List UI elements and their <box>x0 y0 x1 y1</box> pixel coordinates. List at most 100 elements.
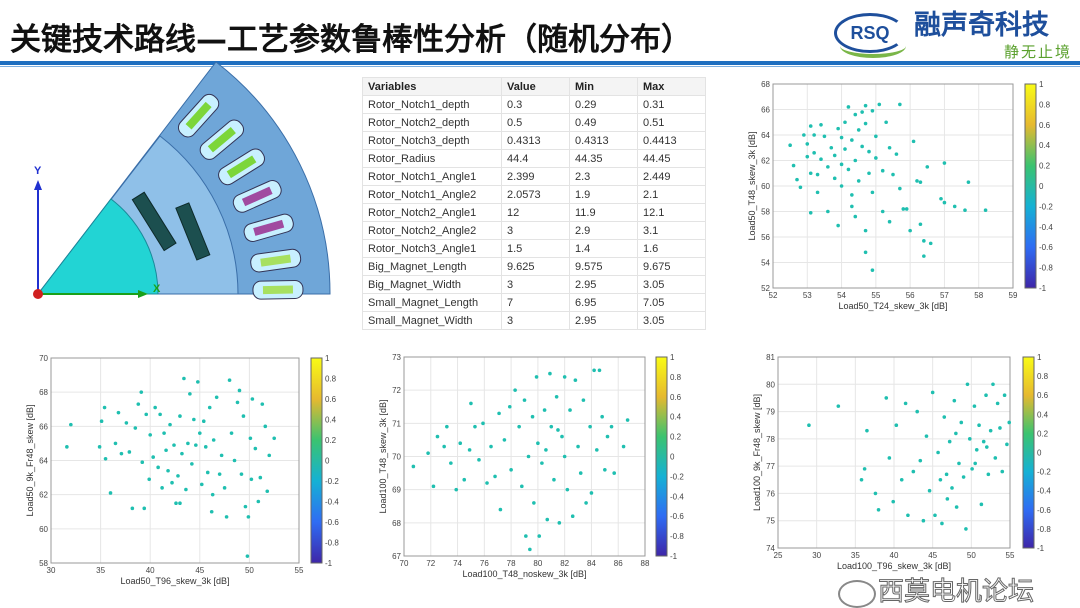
colorbar <box>310 357 323 564</box>
data-point <box>981 439 986 444</box>
data-point <box>576 444 580 449</box>
data-point <box>69 422 73 427</box>
y-tick-label: 79 <box>766 408 775 417</box>
data-point <box>788 143 792 147</box>
data-point <box>151 455 155 459</box>
data-point <box>256 499 261 504</box>
table-header-row: Variables Value Min Max <box>362 77 706 96</box>
y-tick-label: 72 <box>392 386 401 395</box>
data-point <box>148 433 152 437</box>
table-cell: Rotor_Notch3_depth <box>362 131 502 150</box>
table-cell: 1.4 <box>569 239 638 258</box>
data-point <box>925 165 930 169</box>
data-point <box>524 534 528 538</box>
x-tick-label: 55 <box>295 566 304 575</box>
table-cell: Rotor_Notch2_Angle1 <box>362 203 502 222</box>
data-point <box>918 180 923 184</box>
x-tick-label: 45 <box>928 551 937 560</box>
data-point <box>915 179 919 183</box>
y-tick-label: 54 <box>761 259 770 268</box>
data-point <box>222 486 227 490</box>
y-axis-label: Y <box>34 165 42 177</box>
data-point <box>65 445 69 449</box>
data-point <box>219 453 224 458</box>
x-tick-label: 57 <box>940 291 949 300</box>
data-point <box>507 404 512 409</box>
data-point <box>915 409 919 414</box>
data-point <box>142 506 147 511</box>
table-row: Rotor_Notch3_Angle1 1.5 1.4 1.6 <box>362 239 706 258</box>
table-cell: 2.449 <box>637 167 706 186</box>
colorbar-tick-label: -0.8 <box>1037 525 1051 534</box>
data-point <box>431 484 436 489</box>
y-tick-label: 60 <box>761 182 770 191</box>
data-point <box>819 123 823 127</box>
data-point <box>966 180 971 184</box>
x-tick-label: 55 <box>871 291 880 300</box>
colorbar-tick-label: 0.2 <box>670 433 682 442</box>
data-point <box>853 112 858 117</box>
page-title: 关键技术路线—工艺参数鲁棒性分析（随机分布） <box>10 22 692 58</box>
data-point <box>258 475 263 480</box>
colorbar-tick-label: 1 <box>1039 80 1044 89</box>
logo-name: 融声奇科技 <box>914 10 1049 41</box>
data-point <box>812 151 816 155</box>
data-point <box>203 445 208 449</box>
scatter-chart-2: 30 35 40 45 50 55 58 60 62 64 66 68 70 Load50_T96_ske… <box>25 354 339 586</box>
colorbar-tick-label: 0.4 <box>670 413 682 422</box>
data-point <box>160 486 164 490</box>
data-point <box>265 489 270 494</box>
data-point <box>248 436 253 441</box>
data-point <box>536 441 540 446</box>
header-divider-thin <box>0 66 1080 67</box>
data-point <box>853 214 858 219</box>
data-point <box>411 464 416 469</box>
data-point <box>481 421 485 426</box>
data-point <box>454 487 459 492</box>
data-point <box>993 456 998 460</box>
data-point <box>836 404 841 408</box>
table-cell: Rotor_Notch2_Angle2 <box>362 221 502 240</box>
data-point <box>103 456 108 461</box>
data-point <box>621 444 626 449</box>
data-point <box>894 423 899 428</box>
data-point <box>983 208 988 213</box>
data-point <box>592 368 596 373</box>
colorbar-tick-label: -0.4 <box>325 498 339 507</box>
colorbar-tick-label: 0 <box>325 457 330 466</box>
y-tick-label: 80 <box>766 380 775 389</box>
data-point <box>899 477 904 482</box>
table-cell: Rotor_Notch3_Angle1 <box>362 239 502 258</box>
data-point <box>246 515 251 519</box>
data-point <box>467 448 472 452</box>
data-point <box>588 424 592 429</box>
y-tick-label: 64 <box>761 131 770 140</box>
data-point <box>808 171 813 176</box>
scatter-chart-4: 25 30 35 40 45 50 55 74 75 76 77 78 79 80 81 Load100_T9… <box>752 353 1051 571</box>
y-axis-label: Load100_T48_skew_3k [dB] <box>378 399 388 513</box>
y-tick-label: 81 <box>766 353 775 362</box>
data-point <box>552 477 556 482</box>
data-point <box>528 547 532 552</box>
y-tick-label: 68 <box>761 80 770 89</box>
table-cell: 44.4 <box>501 149 570 168</box>
data-point <box>839 135 844 140</box>
data-point <box>156 465 160 470</box>
data-point <box>807 423 811 428</box>
data-point <box>863 121 868 126</box>
data-point <box>544 448 548 452</box>
data-point <box>178 414 182 418</box>
data-point <box>184 487 188 492</box>
colorbar-tick-label: 0.6 <box>1037 391 1049 400</box>
y-tick-label: 74 <box>766 544 775 553</box>
data-point <box>526 454 531 459</box>
x-tick-label: 35 <box>96 566 105 575</box>
data-point <box>918 222 923 227</box>
data-point <box>973 461 977 466</box>
data-point <box>972 404 977 408</box>
data-point <box>102 405 107 410</box>
colorbar-tick-label: 0.2 <box>325 436 337 445</box>
x-axis-label: Load50_T96_skew_3k [dB] <box>120 576 229 586</box>
column-header: Max <box>637 77 706 96</box>
x-axis-label: Load100_T48_noskew_3k [dB] <box>462 569 586 579</box>
